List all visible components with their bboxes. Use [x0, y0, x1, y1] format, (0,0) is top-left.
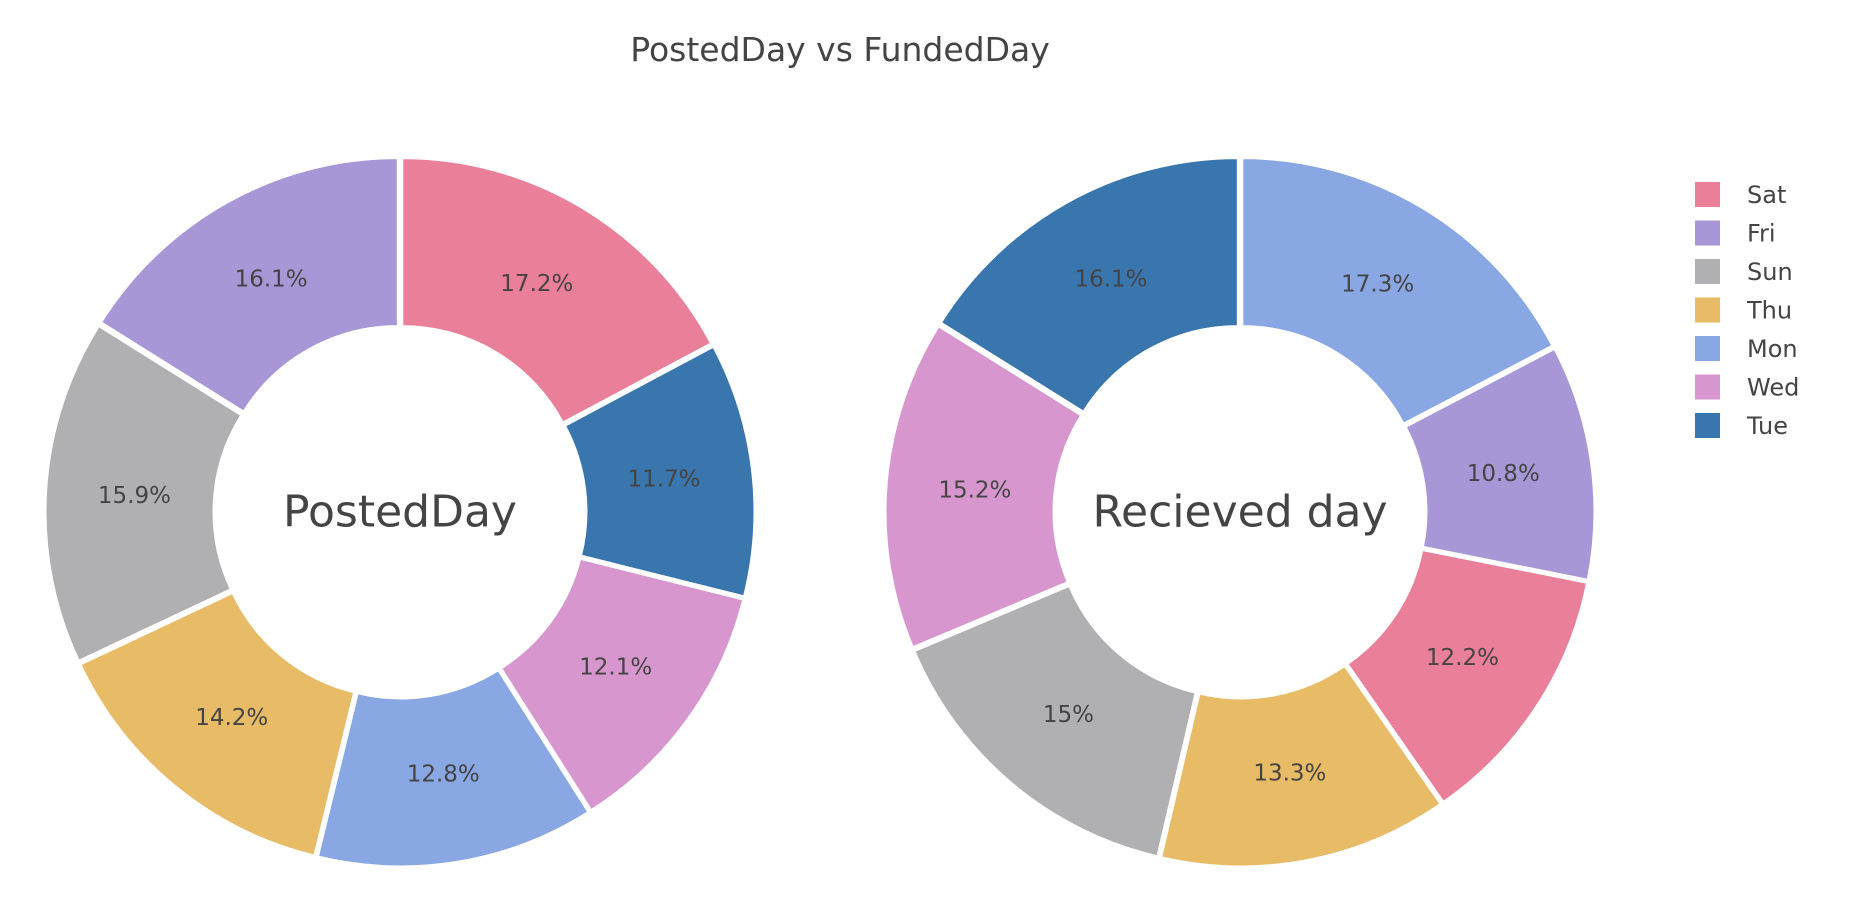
slice-value-label: 16.1%	[235, 266, 308, 292]
legend-item-sat[interactable]: Sat	[1695, 181, 1786, 209]
pie-slice-tue[interactable]	[939, 157, 1239, 414]
slice-value-label: 17.3%	[1341, 271, 1414, 297]
legend-swatch	[1695, 182, 1720, 207]
legend-swatch	[1695, 374, 1720, 400]
slice-value-label: 12.1%	[579, 655, 652, 681]
legend-swatch	[1695, 220, 1720, 246]
slice-value-label: 15.2%	[938, 478, 1011, 504]
slice-value-label: 15%	[1043, 702, 1094, 728]
slice-value-label: 16.1%	[1074, 266, 1147, 292]
pie-slice-fri[interactable]	[1404, 347, 1596, 581]
legend-item-tue[interactable]: Tue	[1695, 412, 1788, 440]
slice-value-label: 15.9%	[98, 483, 171, 509]
legend-swatch	[1695, 336, 1720, 361]
pie-slice-mon[interactable]	[1241, 157, 1554, 426]
slice-value-label: 10.8%	[1467, 461, 1540, 487]
pie-slice-sat[interactable]	[1346, 548, 1589, 804]
donut-center-label: Recieved day	[1092, 487, 1387, 538]
legend-label: Mon	[1747, 335, 1798, 363]
legend-swatch	[1695, 259, 1720, 284]
slice-value-label: 17.2%	[500, 271, 573, 297]
pie-slice-mon[interactable]	[316, 668, 590, 868]
legend-label: Sun	[1747, 258, 1793, 286]
legend-item-sun[interactable]: Sun	[1695, 258, 1793, 286]
pie-slice-thu[interactable]	[79, 591, 356, 857]
donut-center-label: PostedDay	[283, 487, 517, 538]
legend-label: Wed	[1747, 374, 1799, 402]
legend-item-mon[interactable]: Mon	[1695, 335, 1798, 363]
legend-item-fri[interactable]: Fri	[1695, 220, 1776, 248]
pie-slice-sun[interactable]	[44, 324, 243, 663]
slice-value-label: 12.2%	[1426, 645, 1499, 671]
legend-item-wed[interactable]: Wed	[1695, 374, 1799, 402]
pie-slice-sat[interactable]	[401, 157, 713, 424]
pie-slice-wed[interactable]	[499, 557, 745, 812]
pie-slice-thu[interactable]	[1159, 664, 1442, 868]
legend-label: Fri	[1747, 220, 1776, 248]
legend-swatch	[1695, 297, 1720, 323]
slice-value-label: 13.3%	[1253, 760, 1326, 786]
pie-slice-wed[interactable]	[884, 324, 1083, 649]
legend-label: Sat	[1747, 181, 1786, 209]
legend-swatch	[1695, 413, 1720, 438]
legend: Sat Fri Sun Thu Mon Wed Tue	[1695, 181, 1799, 440]
chart-title: PostedDay vs FundedDay	[630, 30, 1050, 69]
legend-item-thu[interactable]: Thu	[1695, 297, 1792, 325]
legend-label: Tue	[1746, 412, 1788, 440]
pie-slice-sun[interactable]	[913, 584, 1197, 858]
slice-value-label: 14.2%	[195, 705, 268, 731]
donut-chart-2: 17.3% 10.8% 12.2% 13.3% 15% 15.2% 16.1% Recieve…	[884, 157, 1596, 868]
slice-value-label: 11.7%	[627, 466, 700, 492]
pie-slice-fri[interactable]	[99, 157, 399, 413]
legend-label: Thu	[1746, 297, 1792, 325]
donut-chart-1: 17.2% 11.7% 12.1% 12.8% 14.2% 15.9% 16.1% Poste…	[44, 157, 756, 868]
pie-slice-tue[interactable]	[563, 345, 756, 598]
slice-value-label: 12.8%	[407, 761, 480, 787]
